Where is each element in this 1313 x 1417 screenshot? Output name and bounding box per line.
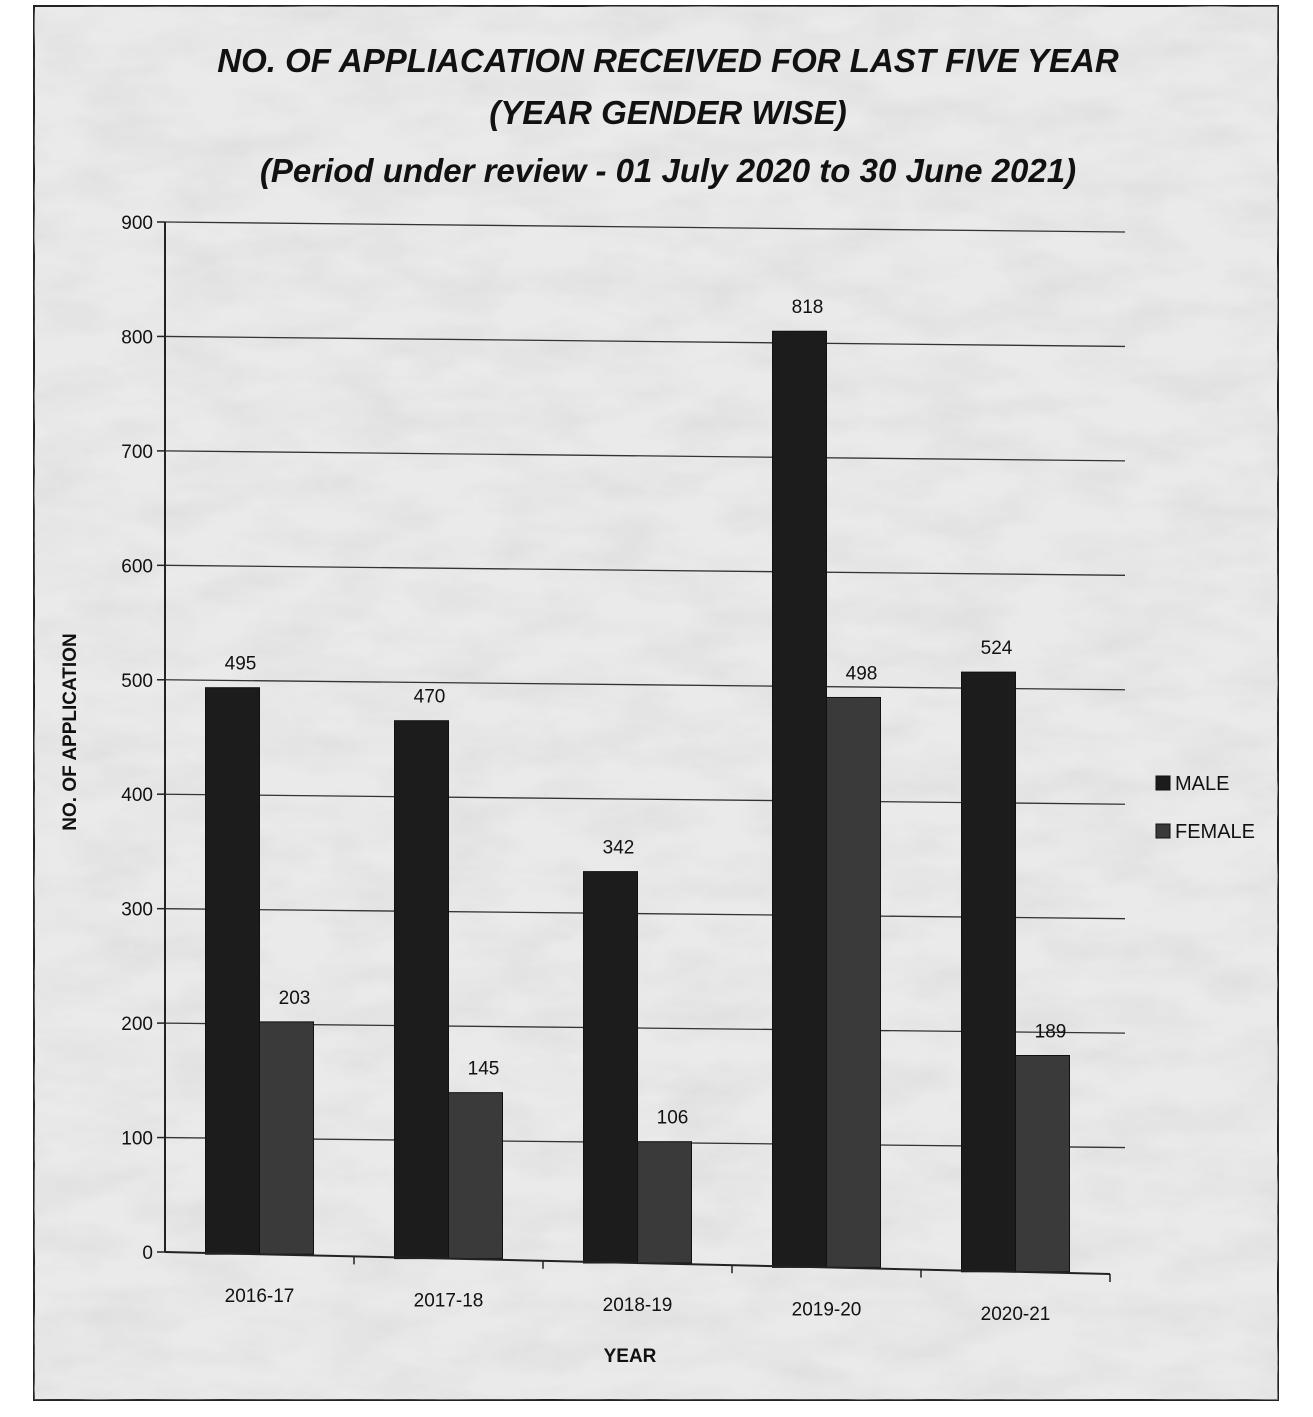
y-tick-label-900: 900 xyxy=(121,213,153,234)
legend-swatch-female xyxy=(1155,823,1171,839)
bars xyxy=(205,330,1070,1273)
bar-male-2016-17 xyxy=(205,687,260,1255)
data-label-female-2018-19: 106 xyxy=(657,1108,689,1129)
bar-female-2016-17 xyxy=(259,1021,314,1255)
y-tick-label-700: 700 xyxy=(121,442,153,463)
title-line-1: NO. OF APPLIACATION RECEIVED FOR LAST FI… xyxy=(217,42,1119,79)
title-line-3: (Period under review - 01 July 2020 to 3… xyxy=(260,152,1076,189)
y-tick-label-100: 100 xyxy=(121,1129,153,1150)
data-label-female-2016-17: 203 xyxy=(279,988,311,1009)
legend-label-female: FEMALE xyxy=(1175,821,1255,843)
bar-female-2018-19 xyxy=(637,1141,692,1264)
legend-label-male: MALE xyxy=(1175,773,1229,795)
data-label-male-2019-20: 818 xyxy=(792,297,824,318)
axes: 0 100 200 300 400 500 600 700 800 900 2016-17 2017-… xyxy=(121,213,1111,1325)
data-label-female-2017-18: 145 xyxy=(468,1059,500,1080)
gridline-800 xyxy=(164,335,1126,348)
data-label-female-2020-21: 189 xyxy=(1035,1022,1067,1043)
data-label-male-2018-19: 342 xyxy=(603,838,635,859)
data-labels: 495 203 470 145 342 106 818 498 524 189 xyxy=(225,297,1067,1128)
legend: MALE FEMALE xyxy=(1155,773,1255,843)
chart-title: NO. OF APPLIACATION RECEIVED FOR LAST FI… xyxy=(217,42,1119,189)
x-tick-label-2019-20: 2019-20 xyxy=(792,1299,862,1320)
y-tick-label-300: 300 xyxy=(121,900,153,921)
x-tick-label-2016-17: 2016-17 xyxy=(225,1286,295,1307)
bar-male-2017-18 xyxy=(394,720,449,1260)
x-axis-line xyxy=(164,1251,1111,1275)
data-label-female-2019-20: 498 xyxy=(846,663,878,684)
data-label-male-2020-21: 524 xyxy=(981,638,1013,659)
x-tick-label-2020-21: 2020-21 xyxy=(981,1304,1051,1325)
y-tick-label-600: 600 xyxy=(121,556,153,577)
y-tick-label-500: 500 xyxy=(121,671,153,692)
bar-female-2020-21 xyxy=(1015,1055,1070,1273)
x-tick-label-2017-18: 2017-18 xyxy=(414,1291,484,1312)
gridline-700 xyxy=(164,450,1126,462)
title-line-2: (YEAR GENDER WISE) xyxy=(489,94,847,131)
legend-swatch-male xyxy=(1155,775,1171,791)
bar-female-2019-20 xyxy=(826,696,881,1268)
bar-male-2020-21 xyxy=(961,671,1016,1273)
x-tick-label-2018-19: 2018-19 xyxy=(603,1295,673,1316)
bar-female-2017-18 xyxy=(448,1092,503,1260)
y-tick-label-0: 0 xyxy=(142,1243,153,1264)
gridline-600 xyxy=(164,564,1126,576)
x-axis-title: YEAR xyxy=(604,1346,657,1367)
gridline-900 xyxy=(164,221,1126,233)
y-axis-title: NO. OF APPLICATION xyxy=(60,633,81,830)
data-label-male-2017-18: 470 xyxy=(414,687,446,708)
data-label-male-2016-17: 495 xyxy=(225,654,257,675)
bar-male-2019-20 xyxy=(772,330,827,1268)
y-tick-label-400: 400 xyxy=(121,785,153,806)
y-tick-label-200: 200 xyxy=(121,1014,153,1035)
y-tick-label-800: 800 xyxy=(121,327,153,348)
bar-male-2018-19 xyxy=(583,871,638,1264)
